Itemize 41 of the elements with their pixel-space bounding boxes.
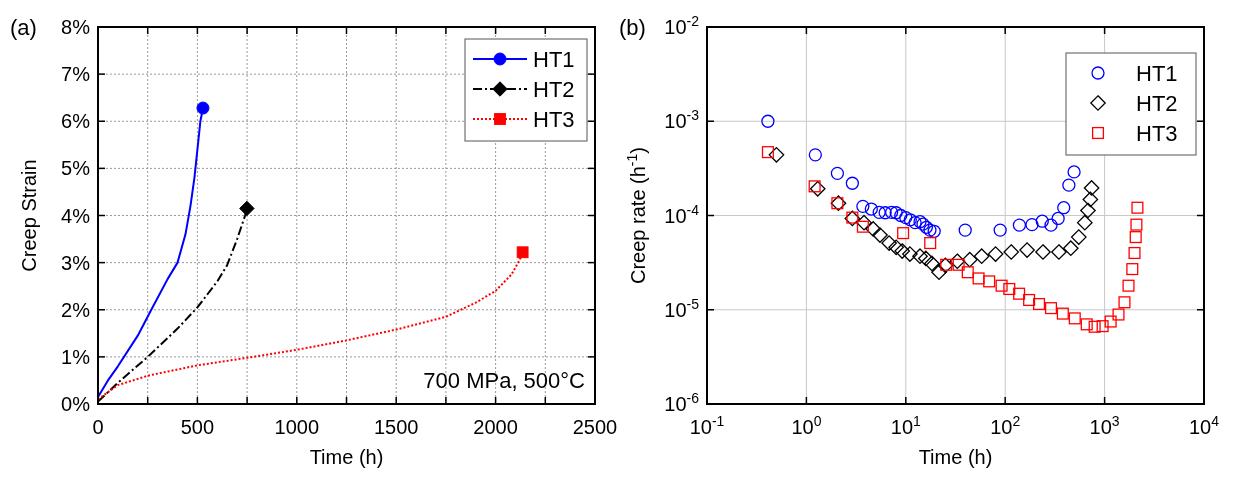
y-tick-label: 2%: [61, 298, 91, 321]
y-tick-label: 3%: [61, 251, 91, 274]
point: [196, 101, 210, 115]
y-tick-label: 1%: [61, 345, 91, 368]
y-tick-label: 10$^{-5}$: [664, 295, 700, 321]
x-tick-label: 10$^{3}$: [1089, 413, 1120, 438]
point: [239, 200, 255, 217]
y-tick-label: 8%: [61, 16, 91, 38]
x-tick-label: 10$^{4}$: [1188, 413, 1220, 438]
legend-label: HT3: [1136, 121, 1178, 146]
y-tick-label: 10$^{-2}$: [664, 13, 700, 38]
point: [516, 246, 529, 259]
x-axis-title: Time (h): [309, 446, 384, 468]
x-tick-label: 0: [92, 416, 104, 438]
x-tick-label: 500: [180, 416, 215, 438]
legend-label: HT1: [533, 47, 575, 72]
y-axis-title: Creep Strain: [18, 159, 40, 272]
x-tick-label: 1500: [373, 416, 419, 438]
chart-title: (b): [619, 15, 646, 40]
legend-label: HT3: [533, 107, 575, 132]
y-tick-label: 4%: [61, 204, 91, 227]
legend-label: HT2: [1136, 91, 1178, 116]
x-tick-label: 10$^{1}$: [890, 413, 922, 438]
y-tick-label: 10$^{-6}$: [664, 390, 700, 415]
x-axis-title: Time (h): [918, 446, 993, 468]
x-tick-label: 10$^{0}$: [791, 413, 822, 438]
x-tick-label: 2000: [473, 416, 518, 438]
x-tick-label: 10$^{2}$: [990, 413, 1021, 438]
y-tick-label: 10$^{-4}$: [664, 201, 700, 227]
y-tick-label: 0%: [61, 393, 91, 415]
y-tick-label: 10$^{-3}$: [664, 107, 700, 133]
x-tick-label: 2500: [572, 416, 618, 438]
y-tick-label: 5%: [61, 157, 91, 180]
y-tick-label: 6%: [61, 110, 91, 133]
y-tick-label: 7%: [61, 63, 91, 86]
legend-label: HT2: [533, 77, 575, 102]
legend-label: HT1: [1136, 61, 1178, 86]
x-tick-label: 10$^{-1}$: [689, 413, 725, 438]
annotation: 700 MPa, 500°C: [423, 368, 586, 393]
x-tick-label: 1000: [274, 416, 320, 438]
chart-title: (a): [10, 15, 37, 40]
